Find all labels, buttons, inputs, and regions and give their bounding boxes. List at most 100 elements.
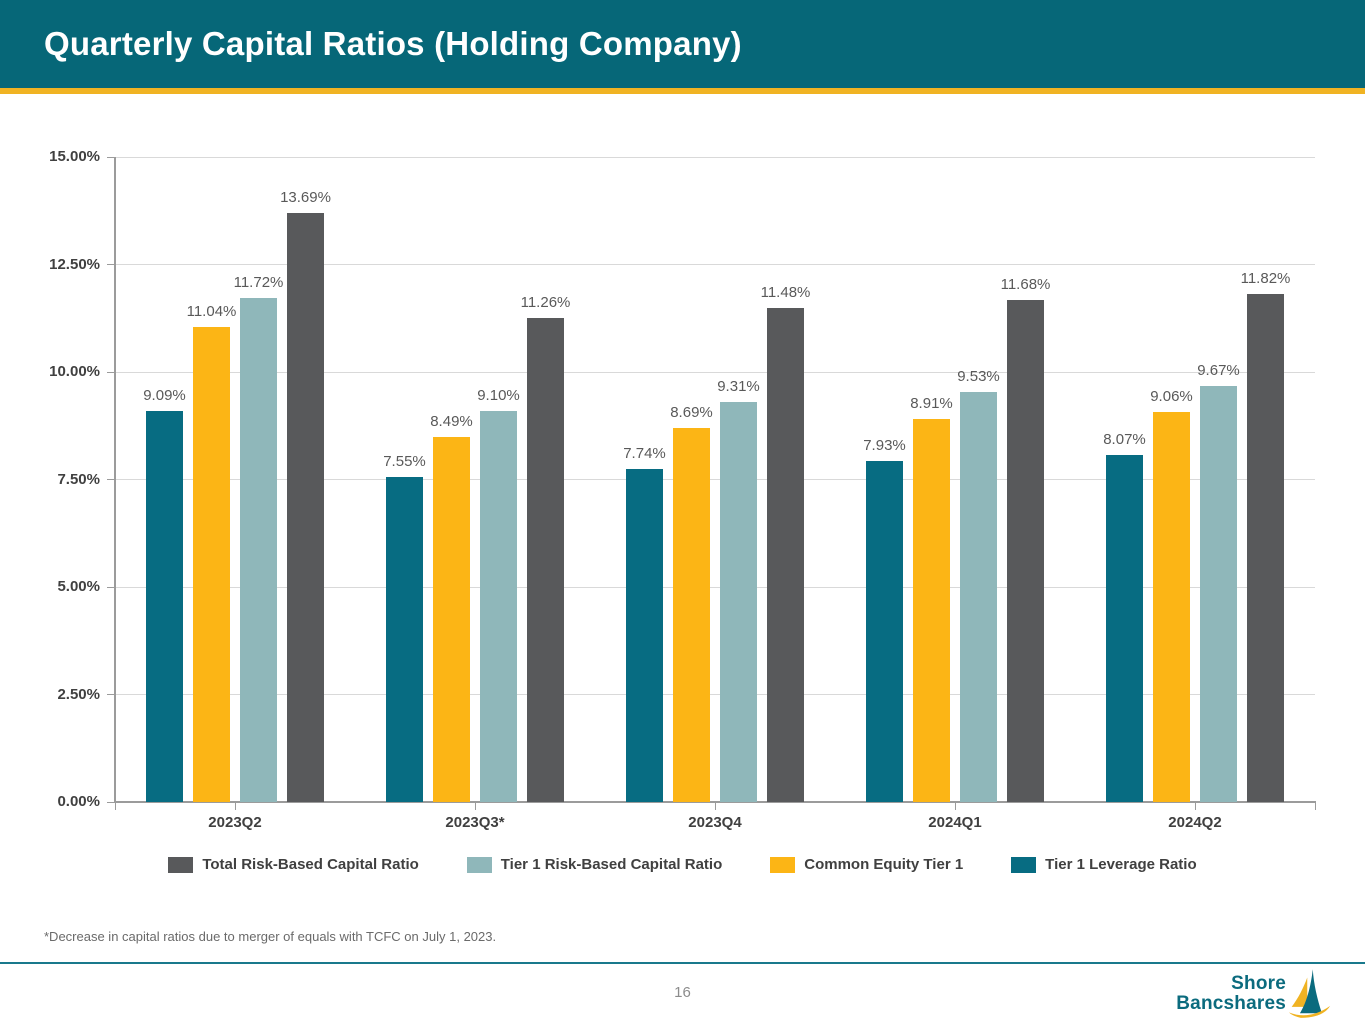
legend-label: Common Equity Tier 1 — [804, 856, 964, 873]
bar-value-label: 11.82% — [1240, 269, 1291, 287]
bar-value-label: 9.06% — [1150, 388, 1193, 406]
x-axis-tick — [1315, 803, 1316, 810]
y-tick-label: 15.00% — [49, 148, 100, 165]
chart-legend: Total Risk-Based Capital Ratio Tier 1 Ris… — [0, 856, 1365, 873]
y-tick-label: 2.50% — [57, 685, 100, 703]
legend-swatch — [466, 856, 492, 873]
y-axis-tick — [107, 586, 115, 588]
bar — [193, 327, 230, 802]
bar — [1106, 454, 1143, 802]
y-tick-label: 5.00% — [57, 578, 100, 595]
y-axis-tick — [107, 801, 115, 803]
legend-label: Tier 1 Leverage Ratio — [1045, 856, 1197, 873]
bar-value-label: 7.55% — [383, 453, 426, 471]
legend-label: Tier 1 Risk-Based Capital Ratio — [500, 856, 723, 873]
y-axis-line — [114, 157, 116, 802]
y-axis-tick — [107, 156, 115, 158]
x-axis-tick — [1195, 803, 1196, 810]
shore-bancshares-logo: Shore Bancshares — [1176, 968, 1332, 1020]
bar-value-label: 8.07% — [1103, 430, 1146, 448]
logo-line1: Shore — [1231, 973, 1286, 994]
bar — [480, 410, 517, 802]
y-tick-label: 0.00% — [57, 793, 100, 810]
gridline — [115, 694, 1315, 695]
bar-value-label: 11.26% — [520, 293, 571, 311]
bar — [1200, 386, 1237, 802]
bar — [1153, 412, 1190, 802]
gridline — [115, 479, 1315, 480]
logo-line2: Bancshares — [1176, 993, 1286, 1014]
sailboat-icon — [1288, 969, 1331, 1018]
bar — [673, 428, 710, 802]
y-axis-tick — [107, 694, 115, 695]
bar-value-label: 9.31% — [717, 377, 760, 395]
gridline — [115, 264, 1315, 265]
gridline — [115, 586, 1315, 588]
footer-divider — [0, 962, 1365, 964]
bar — [767, 308, 804, 802]
bar-value-label: 11.48% — [760, 284, 811, 302]
x-axis-tick — [715, 803, 716, 810]
bar — [626, 469, 663, 802]
legend-swatch — [770, 856, 796, 873]
bar — [287, 213, 324, 802]
header-accent-line — [0, 88, 1365, 94]
bar — [960, 392, 997, 802]
bar-value-label: 7.93% — [863, 437, 906, 454]
bar — [527, 317, 564, 802]
bar-value-label: 8.49% — [430, 412, 473, 430]
page-number: 16 — [674, 984, 691, 1001]
bar-value-label: 13.69% — [280, 189, 331, 207]
gridline — [115, 371, 1315, 373]
bar — [240, 298, 277, 802]
x-category-label: 2024Q1 — [928, 814, 982, 831]
legend-swatch — [1011, 856, 1037, 873]
bar-value-label: 9.67% — [1197, 362, 1240, 380]
bar-value-label: 8.69% — [670, 404, 713, 422]
bar — [146, 411, 183, 802]
bar — [1247, 293, 1284, 802]
bar-value-label: 7.74% — [623, 445, 666, 463]
page-title: Quarterly Capital Ratios (Holding Compan… — [44, 25, 742, 62]
y-axis-tick — [107, 264, 115, 265]
x-axis-tick — [115, 803, 116, 810]
y-tick-label: 10.00% — [49, 363, 100, 380]
y-axis-tick — [107, 479, 115, 480]
bar — [913, 418, 950, 802]
legend-label: Total Risk-Based Capital Ratio — [202, 856, 419, 873]
legend-item: Common Equity Tier 1 — [770, 856, 963, 873]
bar-value-label: 11.04% — [186, 303, 237, 321]
bar-value-label: 9.53% — [957, 368, 1000, 386]
bar-value-label: 9.10% — [477, 386, 520, 404]
bar — [866, 461, 903, 802]
gridline — [115, 156, 1315, 158]
x-category-label: 2023Q4 — [688, 814, 742, 831]
bar — [433, 436, 470, 802]
bar-value-label: 11.68% — [1000, 275, 1051, 293]
bar-value-label: 9.09% — [143, 387, 186, 405]
legend-item: Total Risk-Based Capital Ratio — [168, 856, 419, 873]
legend-item: Tier 1 Risk-Based Capital Ratio — [466, 856, 723, 873]
bar — [720, 401, 757, 802]
logo-text: Shore Bancshares — [1176, 974, 1286, 1014]
y-tick-label: 7.50% — [57, 470, 100, 488]
x-axis-tick — [475, 803, 476, 810]
bar-value-label: 11.72% — [233, 274, 284, 292]
legend-swatch — [168, 856, 194, 873]
legend-item: Tier 1 Leverage Ratio — [1011, 856, 1197, 873]
x-category-label: 2023Q3* — [445, 814, 505, 831]
footnote: *Decrease in capital ratios due to merge… — [44, 929, 497, 944]
y-tick-label: 12.50% — [49, 255, 100, 273]
slide-header: Quarterly Capital Ratios (Holding Compan… — [0, 0, 1365, 88]
x-axis-tick — [955, 803, 956, 810]
bar — [386, 477, 423, 802]
x-category-label: 2023Q2 — [208, 814, 262, 831]
x-category-label: 2024Q2 — [1168, 814, 1222, 831]
x-axis-line — [114, 801, 1316, 803]
y-axis-tick — [107, 371, 115, 373]
bar-value-label: 8.91% — [910, 394, 953, 412]
x-axis-tick — [235, 803, 236, 810]
bar — [1007, 299, 1044, 802]
